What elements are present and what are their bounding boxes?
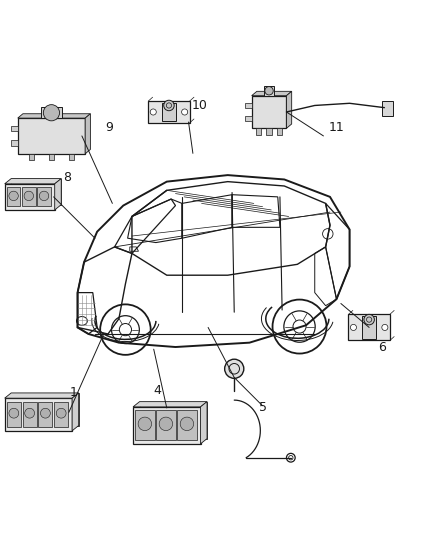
Bar bbox=[22, 187, 35, 206]
Circle shape bbox=[40, 408, 50, 418]
Polygon shape bbox=[5, 184, 55, 210]
Bar bbox=[252, 96, 286, 128]
Bar bbox=[162, 103, 176, 121]
Text: 1: 1 bbox=[69, 386, 77, 399]
Circle shape bbox=[9, 191, 18, 200]
Polygon shape bbox=[148, 101, 190, 123]
Polygon shape bbox=[133, 407, 201, 444]
Polygon shape bbox=[349, 314, 390, 341]
Bar bbox=[362, 316, 376, 338]
Circle shape bbox=[9, 408, 19, 418]
Bar bbox=[7, 187, 20, 206]
Polygon shape bbox=[286, 91, 292, 128]
Circle shape bbox=[182, 109, 188, 115]
Circle shape bbox=[24, 191, 34, 200]
Polygon shape bbox=[11, 393, 79, 425]
Text: 9: 9 bbox=[106, 121, 113, 134]
Bar bbox=[277, 128, 282, 135]
Bar bbox=[54, 402, 68, 427]
Polygon shape bbox=[133, 402, 207, 407]
Bar bbox=[266, 128, 272, 135]
Circle shape bbox=[43, 104, 60, 121]
Polygon shape bbox=[5, 179, 61, 184]
Circle shape bbox=[164, 100, 174, 111]
Text: 4: 4 bbox=[153, 384, 161, 397]
Polygon shape bbox=[85, 114, 90, 154]
Bar bbox=[28, 154, 34, 160]
Bar bbox=[49, 154, 54, 160]
Text: 6: 6 bbox=[378, 341, 386, 353]
Bar bbox=[256, 128, 261, 135]
Polygon shape bbox=[55, 179, 61, 210]
Polygon shape bbox=[5, 393, 79, 398]
Text: 5: 5 bbox=[258, 401, 266, 415]
Bar bbox=[135, 410, 155, 440]
Circle shape bbox=[364, 314, 374, 325]
Bar bbox=[23, 402, 37, 427]
Bar bbox=[7, 402, 21, 427]
Bar bbox=[18, 118, 85, 154]
Polygon shape bbox=[5, 398, 72, 431]
Polygon shape bbox=[252, 91, 292, 96]
Bar bbox=[382, 101, 393, 116]
Circle shape bbox=[150, 109, 156, 115]
Circle shape bbox=[25, 408, 35, 418]
Text: 8: 8 bbox=[64, 171, 71, 184]
Circle shape bbox=[56, 408, 66, 418]
Bar bbox=[37, 187, 51, 206]
Bar bbox=[41, 107, 62, 118]
Bar bbox=[69, 154, 74, 160]
Circle shape bbox=[159, 417, 173, 431]
Text: 10: 10 bbox=[191, 99, 207, 112]
Bar bbox=[245, 103, 252, 108]
Bar bbox=[264, 86, 274, 96]
Circle shape bbox=[382, 325, 388, 330]
Bar bbox=[177, 410, 197, 440]
Bar bbox=[245, 116, 252, 121]
Polygon shape bbox=[18, 114, 90, 118]
Circle shape bbox=[350, 325, 357, 330]
Polygon shape bbox=[140, 402, 207, 439]
Text: 11: 11 bbox=[328, 121, 344, 134]
Polygon shape bbox=[201, 402, 207, 444]
Circle shape bbox=[265, 86, 273, 95]
Bar bbox=[39, 402, 53, 427]
Polygon shape bbox=[11, 179, 61, 205]
Bar bbox=[156, 410, 176, 440]
Bar bbox=[11, 126, 18, 132]
Circle shape bbox=[225, 359, 244, 378]
Bar bbox=[11, 141, 18, 146]
Circle shape bbox=[180, 417, 194, 431]
Polygon shape bbox=[72, 393, 79, 431]
Circle shape bbox=[39, 191, 49, 200]
Circle shape bbox=[138, 417, 152, 431]
